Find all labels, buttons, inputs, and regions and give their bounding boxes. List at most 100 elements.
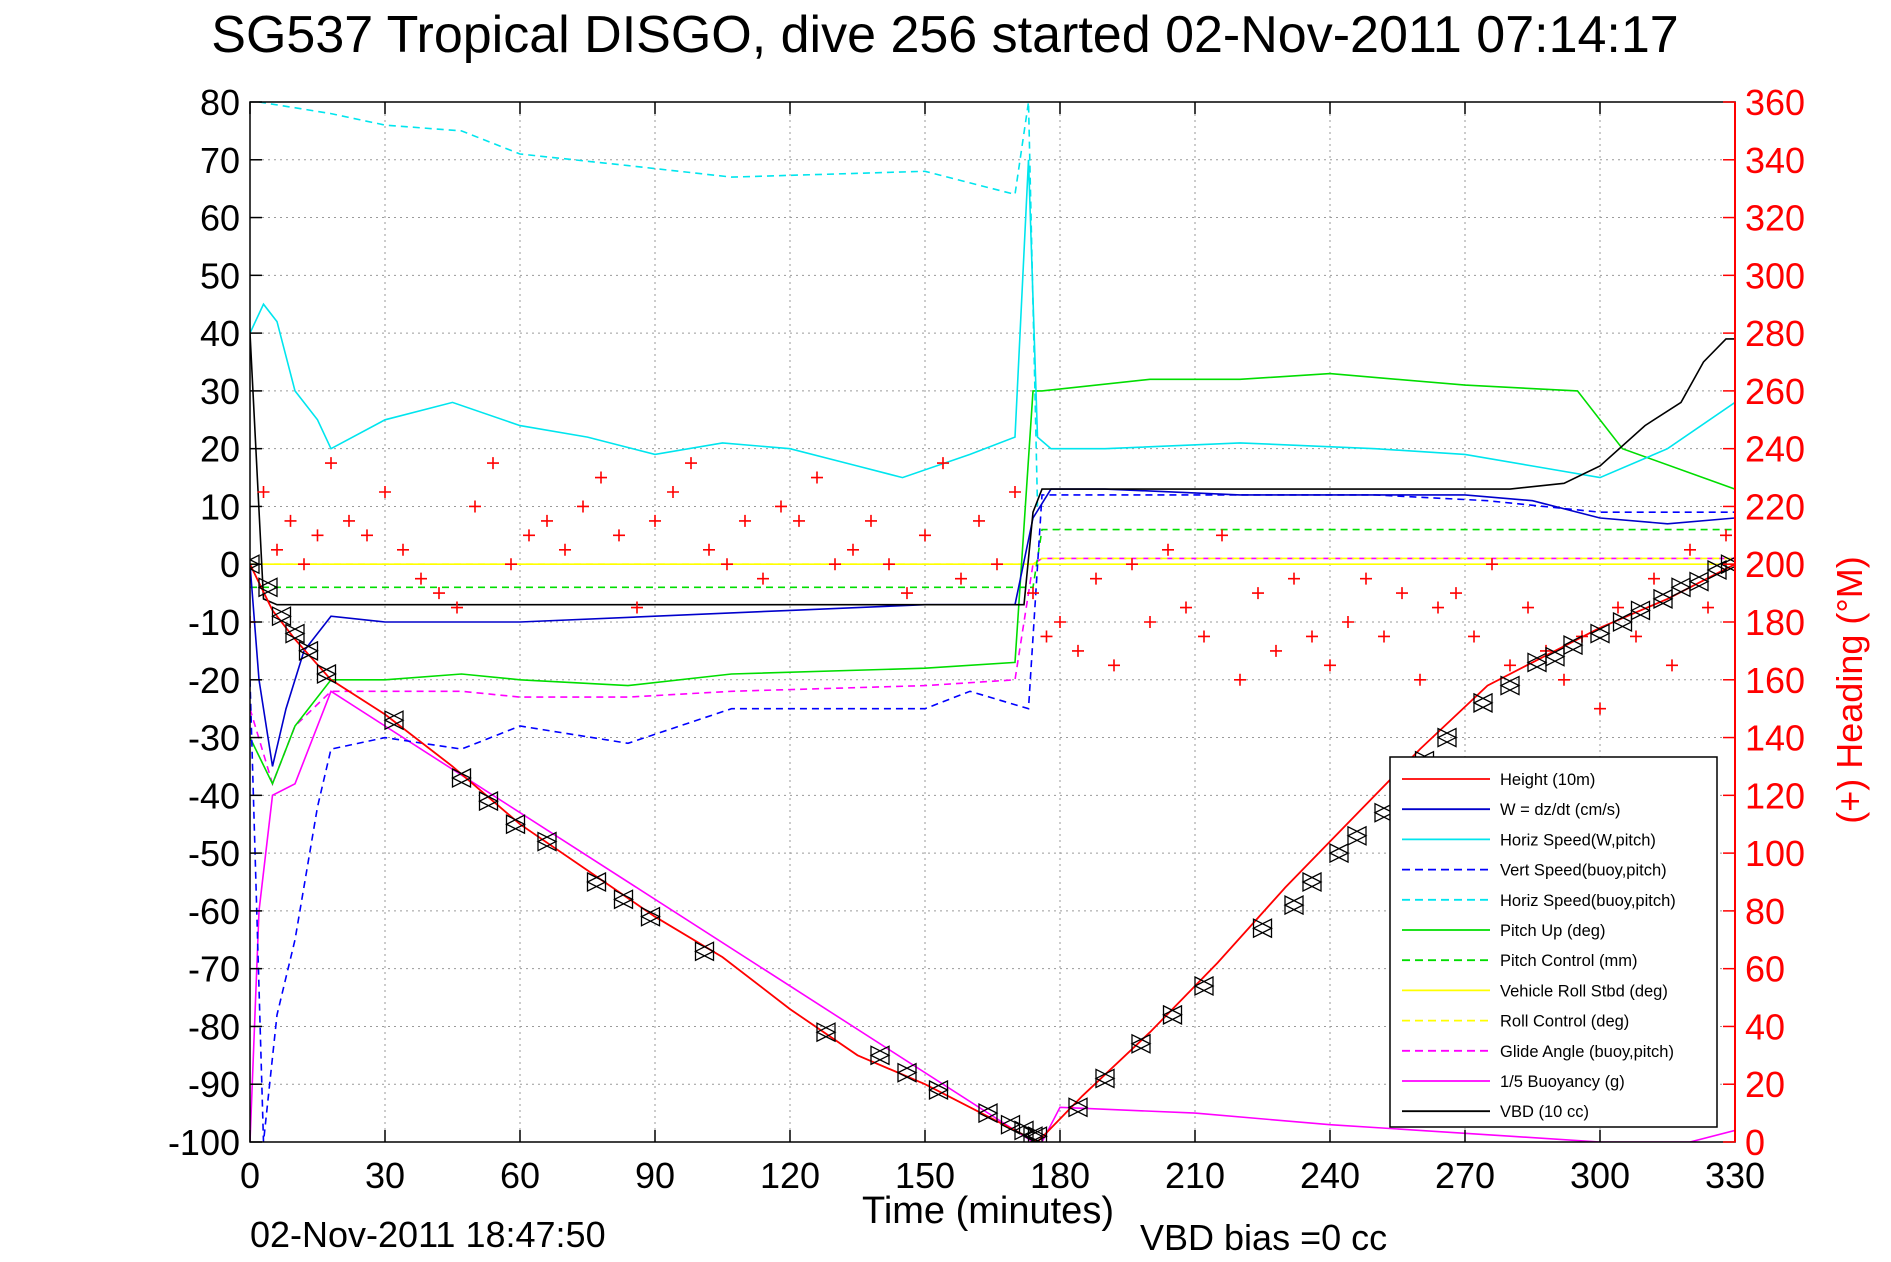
heading-point <box>1342 616 1354 628</box>
series-line-vbd <box>250 333 1735 606</box>
triangle-marker <box>1193 975 1215 997</box>
legend-label: Glide Angle (buoy,pitch) <box>1500 1043 1674 1061</box>
y-tick-label-right: 340 <box>1745 140 1805 181</box>
heading-point <box>865 514 877 527</box>
heading-point <box>1108 659 1120 672</box>
heading-point <box>433 587 445 600</box>
heading-point <box>541 514 553 527</box>
heading-point <box>811 471 823 484</box>
y-tick-label-right: 220 <box>1745 486 1805 527</box>
y-tick-label-left: 80 <box>200 82 240 123</box>
triangle-marker <box>1328 843 1350 864</box>
vbd-bias-footer: VBD bias =0 cc <box>1140 1217 1387 1258</box>
series-line-buoyancy <box>250 690 1735 1142</box>
heading-point <box>505 558 517 571</box>
x-tick-label: 330 <box>1705 1155 1765 1196</box>
heading-point <box>311 529 324 542</box>
heading-point <box>1414 673 1426 686</box>
heading-point <box>1522 601 1534 614</box>
x-tick-label: 60 <box>500 1155 540 1196</box>
triangle-marker <box>536 831 558 852</box>
triangle-marker <box>1130 1033 1152 1054</box>
triangle-marker <box>298 640 319 661</box>
x-tick-label: 0 <box>240 1155 260 1196</box>
y-tick-label-right: 320 <box>1745 198 1805 239</box>
heading-point <box>1468 630 1480 643</box>
heading-point <box>325 457 337 470</box>
y-tick-label-right: 240 <box>1745 429 1805 470</box>
y-ticks-left: 80 70 60 50 40 30 20 10 0 -10 -20 -30 -40 -50 -60 -70 -8… <box>168 82 262 1163</box>
heading-point <box>1040 630 1053 643</box>
legend-box <box>1389 756 1718 1128</box>
heading-point <box>1126 558 1138 571</box>
triangle-marker <box>1022 1126 1044 1142</box>
triangle-marker <box>1301 871 1323 893</box>
x-tick-label: 270 <box>1435 1155 1495 1196</box>
heading-point <box>1558 673 1570 686</box>
triangle-marker <box>284 623 306 644</box>
heading-point <box>649 514 661 527</box>
heading-point <box>284 514 297 527</box>
series-line-height <box>250 563 1735 1142</box>
heading-point <box>379 486 391 498</box>
heading-point <box>469 500 481 513</box>
heading-point <box>1594 702 1606 715</box>
heading-point <box>1486 558 1498 571</box>
heading-point <box>1180 601 1192 614</box>
y-tick-label-left: -100 <box>168 1122 240 1163</box>
heading-point <box>1072 644 1084 657</box>
heading-point <box>1666 659 1678 672</box>
heading-point <box>451 601 463 614</box>
heading-point <box>397 543 409 556</box>
heading-point <box>257 486 270 498</box>
triangle-marker <box>505 814 526 835</box>
heading-point <box>1432 601 1444 614</box>
x-tick-label: 90 <box>635 1155 675 1196</box>
heading-point <box>343 514 355 527</box>
y-tick-label-left: 20 <box>200 429 240 470</box>
heading-point <box>577 500 589 513</box>
heading-point <box>757 572 769 585</box>
triangle-marker <box>977 1103 999 1124</box>
heading-point <box>1270 644 1282 657</box>
heading-point <box>1054 616 1066 628</box>
y-tick-label-left: -60 <box>188 891 240 932</box>
heading-point <box>1162 543 1174 556</box>
heading-point <box>901 587 913 600</box>
heading-point <box>595 471 607 484</box>
heading-point <box>487 457 499 470</box>
legend-label: Height (10m) <box>1500 771 1595 789</box>
y-tick-label-right: 120 <box>1745 775 1805 816</box>
triangle-marker <box>1544 646 1566 667</box>
heading-point <box>829 558 841 571</box>
triangle-marker <box>1630 600 1651 621</box>
heading-point <box>919 529 931 542</box>
y-tick-label-right: 360 <box>1745 82 1805 123</box>
x-ticks: 0 30 60 90 120 150 180 210 240 270 300 330 <box>240 102 1765 1196</box>
triangle-marker <box>478 791 499 812</box>
triangle-marker <box>1589 623 1611 644</box>
y-tick-label-left: -90 <box>188 1064 240 1105</box>
heading-point <box>523 529 535 542</box>
heading-point <box>1324 659 1336 672</box>
heading-point <box>685 457 697 470</box>
y-tick-label-right: 140 <box>1745 718 1805 759</box>
heading-point <box>667 486 679 498</box>
y-tick-label-right: 100 <box>1745 833 1805 874</box>
heading-point <box>1378 630 1390 643</box>
triangle-marker <box>1000 1114 1021 1135</box>
triangle-marker <box>1499 675 1521 696</box>
series-line-horiz-speed <box>250 159 1735 479</box>
y-tick-label-right: 200 <box>1745 544 1805 585</box>
heading-point <box>1216 529 1228 542</box>
heading-point <box>1144 616 1156 628</box>
y-tick-label-right: 80 <box>1745 891 1785 932</box>
triangle-marker <box>896 1062 918 1083</box>
triangle-marker <box>271 606 292 627</box>
y-tick-label-left: 0 <box>220 544 240 585</box>
heading-point <box>739 514 751 527</box>
series-line-pitch <box>250 372 1735 786</box>
y-tick-label-left: -20 <box>188 660 240 701</box>
triangle-marker <box>1094 1068 1116 1089</box>
triangle-marker <box>613 889 634 910</box>
